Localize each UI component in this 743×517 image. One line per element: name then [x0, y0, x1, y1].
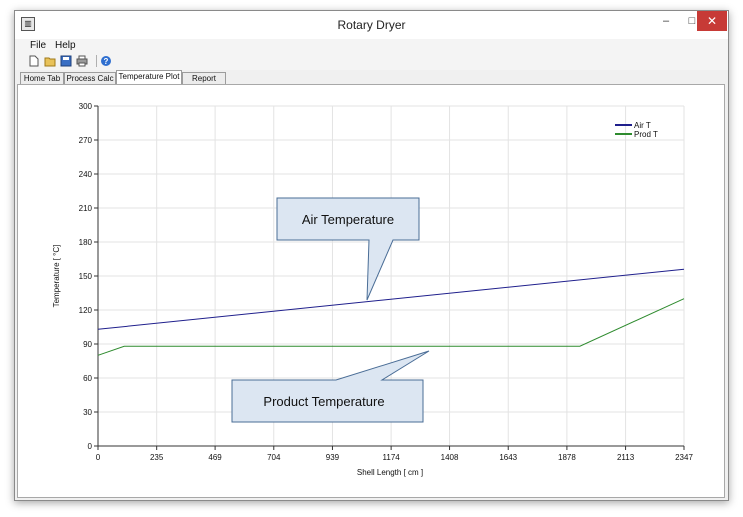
toolbar-separator [96, 55, 97, 67]
toolbar: ? [15, 53, 728, 70]
svg-text:?: ? [104, 57, 109, 66]
legend-label-air-t: Air T [634, 121, 651, 130]
product-temperature-callout: Product Temperature [231, 350, 430, 423]
temperature-chart: 0 235 469 704 939 1174 1408 1643 1878 2113 2347 0 3… [52, 102, 694, 477]
x-tick-labels: 0 235 469 704 939 1174 1408 1643 1878 2113 2347 [96, 453, 694, 462]
y-tick-label: 150 [79, 272, 93, 281]
x-tick-label: 2347 [675, 453, 693, 462]
help-icon[interactable]: ? [100, 55, 112, 67]
menu-bar: File Help [15, 39, 728, 53]
app-window: ▥ Rotary Dryer – □ ✕ File Help ? Home Ta… [14, 10, 729, 501]
x-tick-label: 1174 [383, 453, 401, 462]
x-axis-label: Shell Length [ cm ] [357, 468, 423, 477]
y-tick-label: 240 [79, 170, 93, 179]
x-tick-label: 469 [208, 453, 222, 462]
y-tick-label: 300 [79, 102, 93, 111]
tab-process-calc[interactable]: Process Calc [64, 72, 116, 85]
y-tick-label: 180 [79, 238, 93, 247]
chart-legend: Air T Prod T [615, 121, 658, 139]
save-icon[interactable] [60, 55, 72, 67]
y-tick-label: 120 [79, 306, 93, 315]
title-bar[interactable]: ▥ Rotary Dryer – □ ✕ [15, 11, 728, 39]
y-tick-label: 0 [88, 442, 93, 451]
menu-file[interactable]: File [30, 40, 47, 51]
legend-label-prod-t: Prod T [634, 130, 658, 139]
minimize-button[interactable]: – [662, 15, 670, 27]
x-tick-label: 1878 [558, 453, 576, 462]
y-tick-label: 90 [83, 340, 92, 349]
product-temperature-callout-label: Product Temperature [263, 394, 384, 409]
chart-axes [94, 105, 685, 450]
plot-panel: 0 235 469 704 939 1174 1408 1643 1878 2113 2347 0 3… [17, 84, 725, 498]
x-tick-label: 0 [96, 453, 101, 462]
y-tick-label: 270 [79, 136, 93, 145]
air-temperature-callout-label: Air Temperature [302, 212, 394, 227]
print-icon[interactable] [76, 55, 88, 67]
y-tick-label: 60 [83, 374, 92, 383]
air-temperature-callout: Air Temperature [276, 197, 420, 301]
chart-grid [98, 105, 685, 446]
y-tick-label: 30 [83, 408, 92, 417]
maximize-button[interactable]: □ [688, 15, 696, 27]
tab-strip: Home Tab Process Calc Temperature Plot R… [15, 70, 728, 85]
x-tick-label: 2113 [617, 453, 635, 462]
x-tick-label: 704 [267, 453, 281, 462]
y-tick-labels: 0 30 60 90 120 150 180 210 240 270 300 [79, 102, 93, 451]
chart-series [97, 268, 685, 356]
tab-report[interactable]: Report [182, 72, 226, 85]
x-tick-label: 1408 [441, 453, 459, 462]
x-tick-label: 939 [326, 453, 340, 462]
series-line-air-t [97, 268, 685, 330]
window-title: Rotary Dryer [337, 18, 406, 32]
y-axis-label: Temperature [ °C] [52, 245, 61, 308]
close-button[interactable]: ✕ [697, 11, 727, 31]
open-folder-icon[interactable] [44, 55, 56, 67]
series-line-prod-t [97, 298, 685, 356]
tab-home[interactable]: Home Tab [20, 72, 64, 85]
y-tick-label: 210 [79, 204, 93, 213]
new-file-icon[interactable] [28, 55, 40, 67]
chart-app-icon: ▥ [21, 17, 35, 31]
tab-temperature-plot[interactable]: Temperature Plot [116, 70, 182, 85]
menu-help[interactable]: Help [55, 40, 76, 51]
x-tick-label: 235 [150, 453, 164, 462]
x-tick-label: 1643 [499, 453, 517, 462]
